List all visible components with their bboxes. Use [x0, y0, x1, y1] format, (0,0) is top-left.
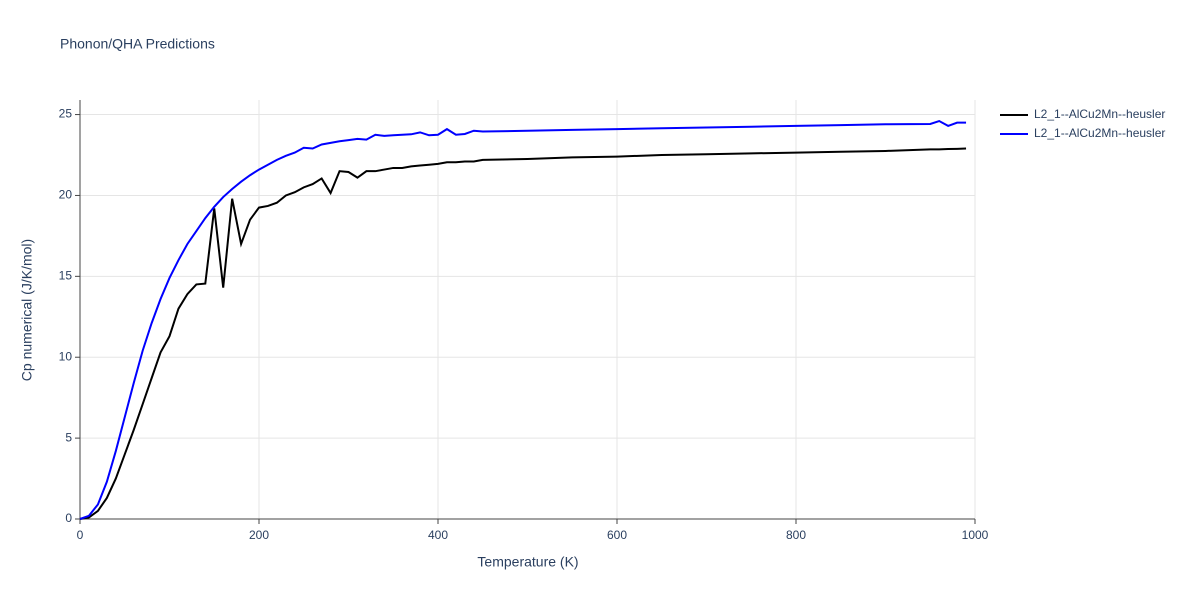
series-line — [79, 119, 967, 520]
y-axis-label: Cp numerical (J/K/mol) — [19, 239, 35, 381]
x-tick-label: 400 — [428, 528, 448, 542]
legend-label: L2_1--AlCu2Mn--heusler — [1034, 126, 1165, 140]
x-tick-label: 1000 — [962, 528, 989, 542]
y-tick-label: 10 — [59, 349, 73, 363]
y-tick-label: 0 — [65, 511, 72, 525]
series-line — [79, 147, 967, 520]
x-tick-label: 800 — [786, 528, 806, 542]
x-axis-label: Temperature (K) — [477, 554, 578, 570]
y-tick-label: 15 — [59, 269, 73, 283]
x-tick-label: 200 — [249, 528, 269, 542]
y-tick-label: 25 — [59, 107, 73, 121]
x-tick-label: 0 — [77, 528, 84, 542]
legend-label: L2_1--AlCu2Mn--heusler — [1034, 107, 1165, 121]
y-tick-label: 5 — [65, 430, 72, 444]
y-tick-label: 20 — [59, 188, 73, 202]
x-tick-label: 600 — [607, 528, 627, 542]
chart-title: Phonon/QHA Predictions — [60, 36, 215, 52]
